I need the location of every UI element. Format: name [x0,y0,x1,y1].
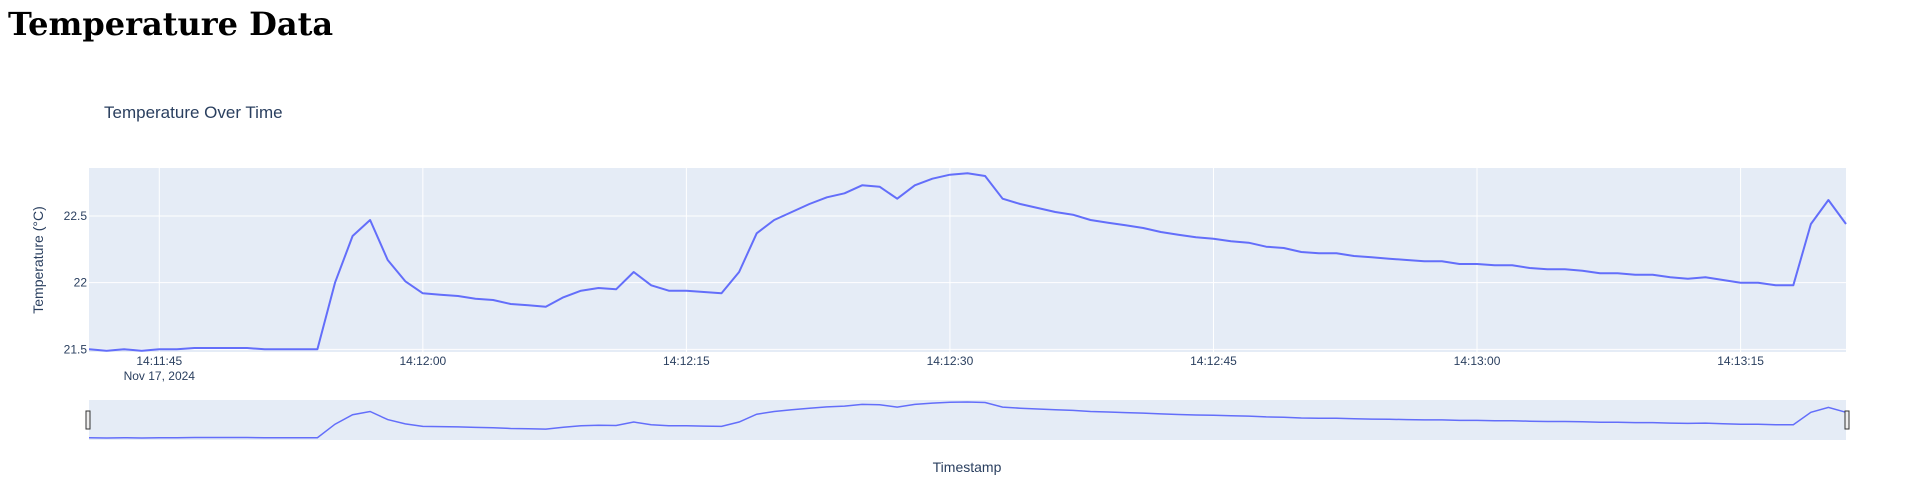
y-tick-label: 22 [74,276,88,290]
chart-title: Temperature Over Time [104,103,283,122]
plot-area[interactable] [89,168,1846,352]
range-slider-left-handle[interactable] [85,410,91,430]
y-tick-labels: 21.5 22 22.5 [64,209,88,356]
x-tick-label: 14:12:00 [399,354,446,368]
x-axis-label: Timestamp [933,459,1002,475]
range-slider-right-handle[interactable] [1844,410,1850,430]
x-tick-label: 14:12:30 [927,354,974,368]
x-tick-label: 14:12:45 [1190,354,1237,368]
y-tick-label: 21.5 [64,342,88,356]
range-slider[interactable] [89,400,1846,440]
x-tick-label: 14:13:15 [1717,354,1764,368]
x-gridlines [158,168,1742,352]
x-tick-label: 14:11:45 [136,354,182,368]
x-tick-label: 14:13:00 [1454,354,1501,368]
x-tick-label: 14:12:15 [663,354,710,368]
y-gridlines [89,215,1846,350]
page-title: Temperature Data [8,5,334,43]
y-axis-label: Temperature (°C) [30,206,46,314]
temperature-series-line[interactable] [88,172,1847,352]
y-tick-label: 22.5 [64,209,88,223]
x-tick-labels: 14:11:45 14:12:00 14:12:15 14:12:30 14:12:45… [136,354,1764,368]
x-tick-date-label: Nov 17, 2024 [124,369,196,383]
range-slider-series-line [88,401,1847,439]
